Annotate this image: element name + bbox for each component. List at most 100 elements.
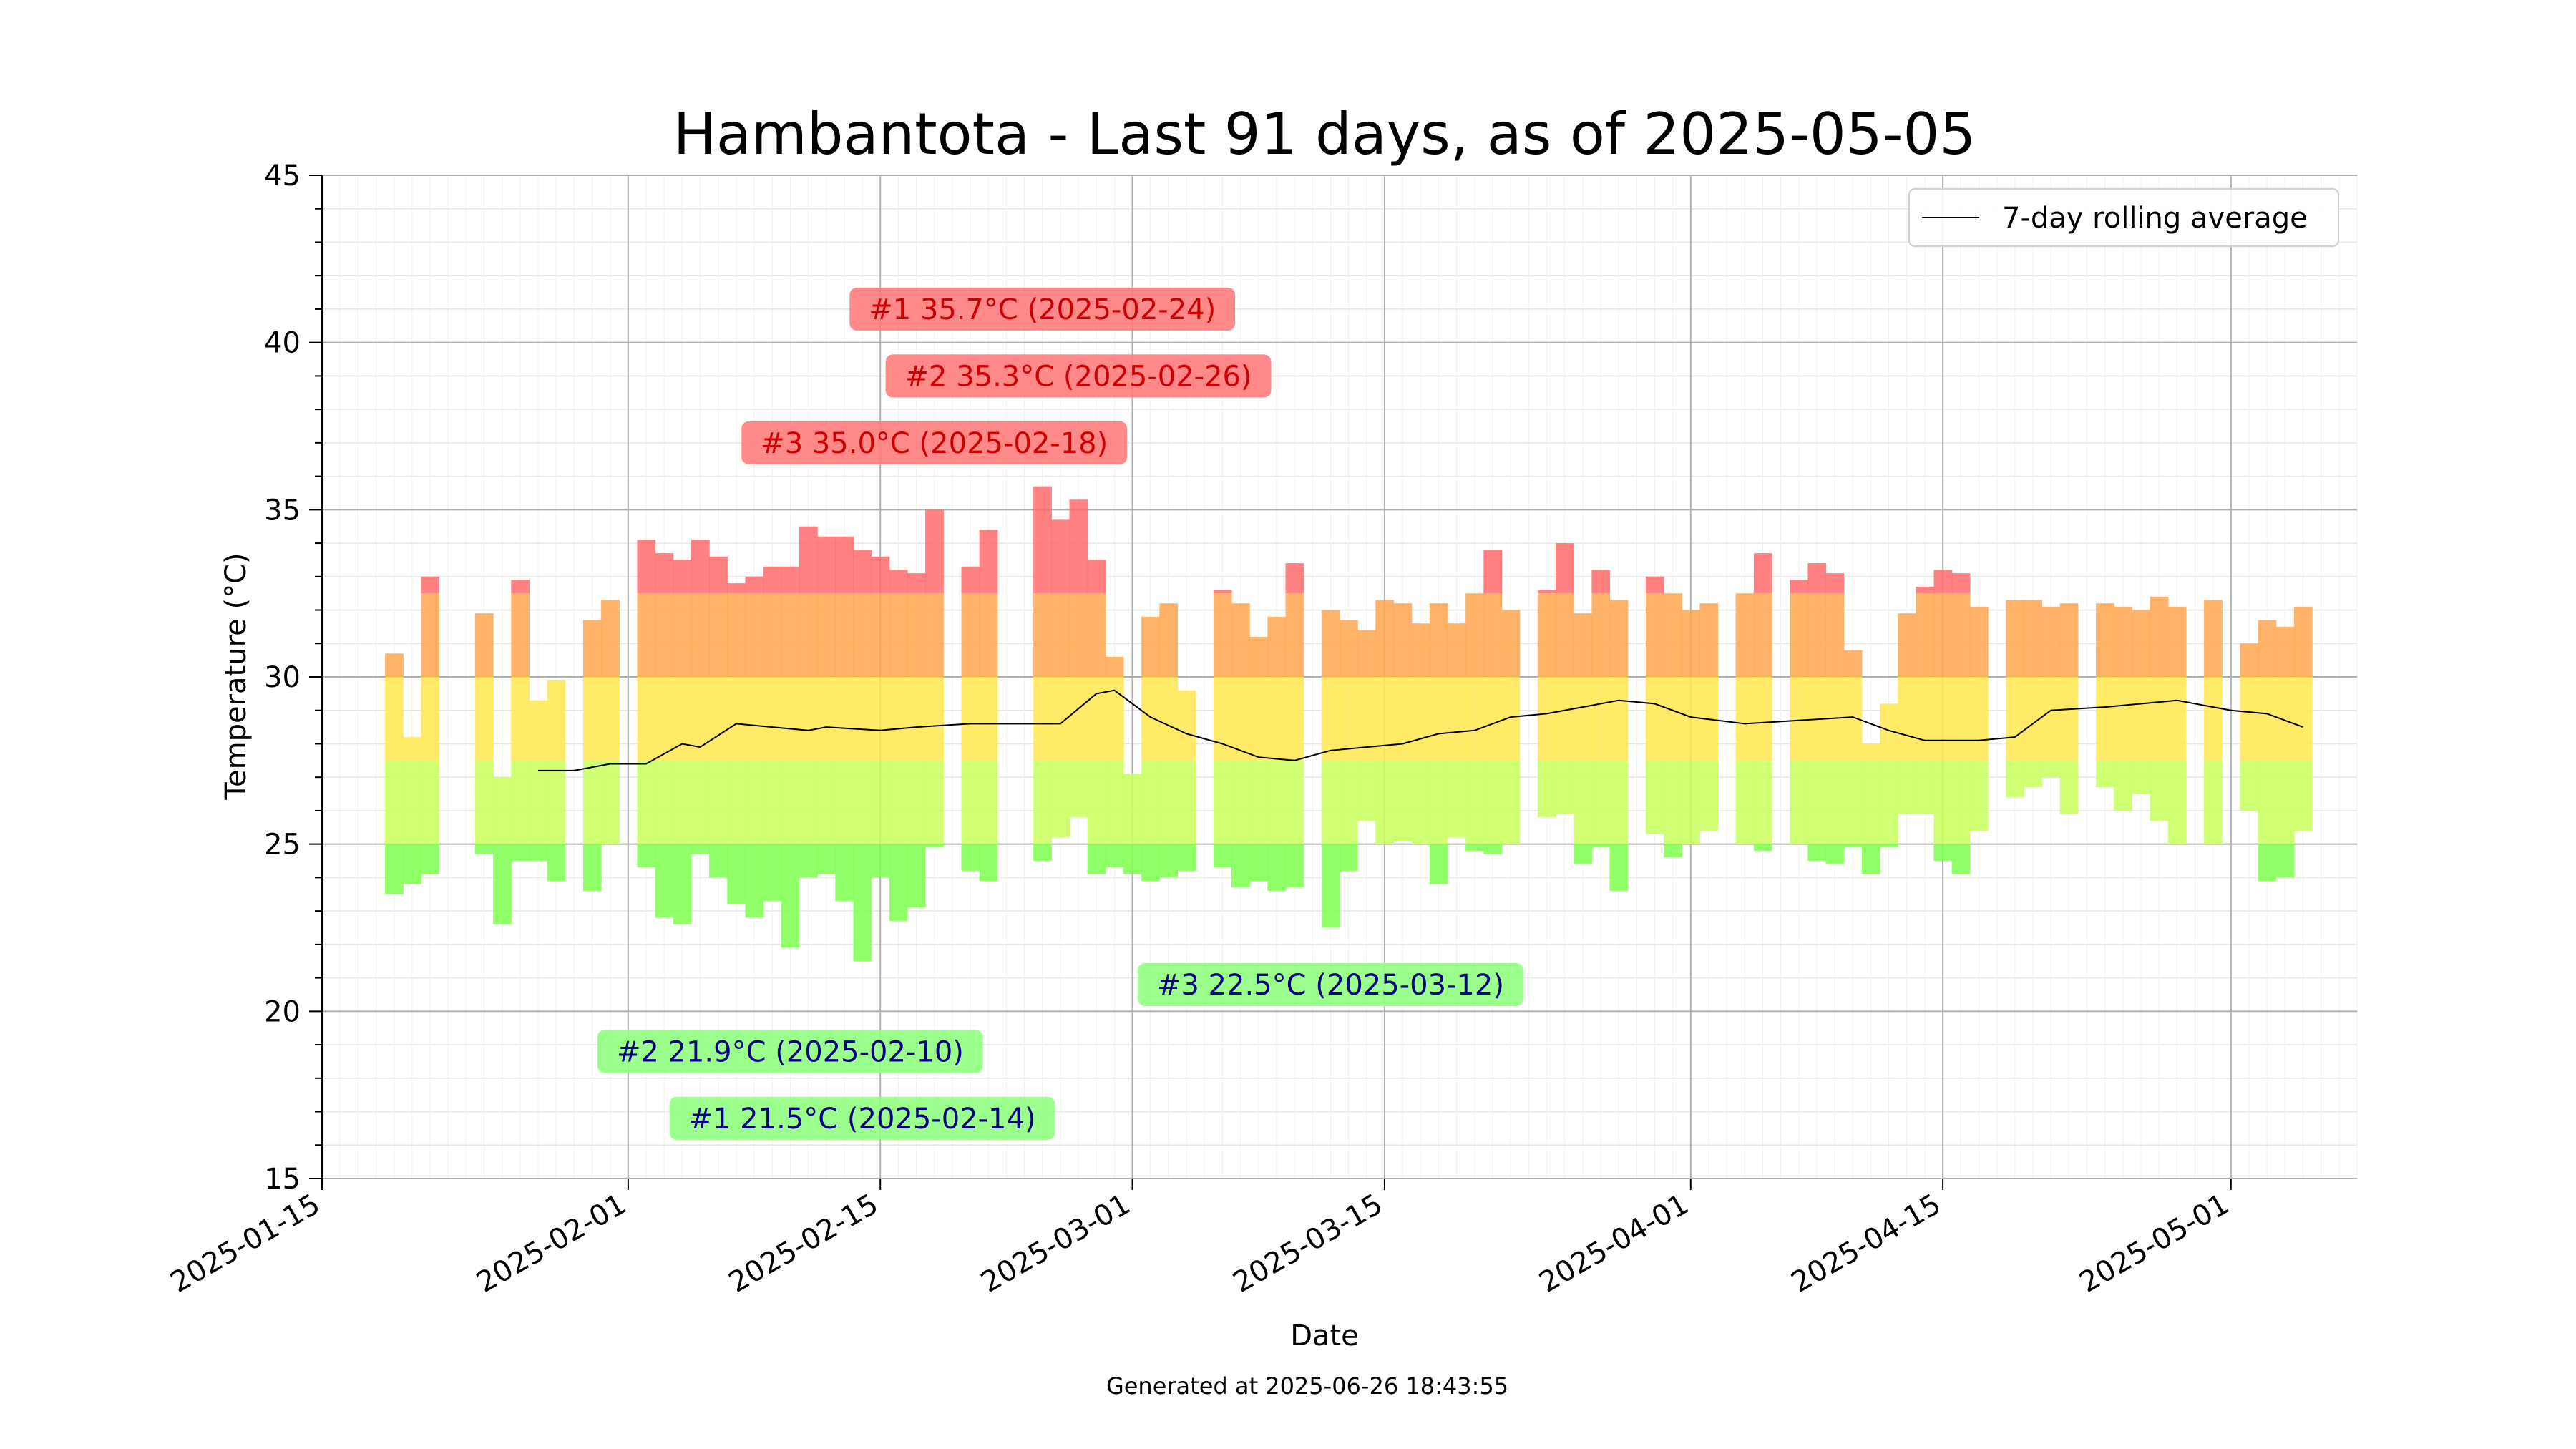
bar-segment-warm [2132, 610, 2151, 677]
day-bar [979, 530, 998, 882]
bar-segment-cool [709, 760, 728, 844]
annotation-box [849, 287, 1236, 331]
day-bar [1735, 593, 1755, 844]
bar-segment-hot [1033, 486, 1052, 594]
bar-segment-cold [799, 844, 818, 878]
bar-segment-mild [1105, 677, 1124, 761]
bar-segment-mild [1790, 677, 1808, 761]
y-axis-label: Temperature (°C) [220, 552, 253, 800]
bar-segment-cool [1537, 760, 1556, 818]
day-bar [709, 556, 728, 878]
rolling-average-line [538, 689, 2303, 771]
bar-segment-cool [1609, 760, 1629, 844]
bar-segment-cold [1141, 844, 1160, 882]
bar-segment-mild [1682, 677, 1700, 761]
bar-segment-mild [2167, 677, 2187, 761]
bar-segment-hot [745, 576, 764, 594]
bar-segment-cold [511, 844, 530, 862]
y-tick-label: 25 [264, 829, 301, 862]
day-bar [1213, 590, 1232, 868]
bar-segment-cool [889, 760, 908, 844]
bar-segment-hot [1556, 543, 1574, 594]
bar-segment-warm [853, 593, 872, 677]
bar-segment-mild [1087, 677, 1106, 761]
bar-segment-warm [1916, 593, 1935, 677]
bar-segment-warm [1069, 593, 1088, 677]
bar-segment-mild [1843, 677, 1863, 761]
bar-segment-cool [2240, 760, 2259, 811]
day-bar [1123, 774, 1142, 874]
bar-segment-cool [547, 760, 566, 844]
bar-segment-warm [2167, 606, 2187, 677]
bar-segment-mild [1249, 677, 1268, 761]
x-tick-label: 2025-03-01 [975, 1188, 1136, 1299]
day-bar [2275, 626, 2295, 878]
bar-segment-mild [745, 677, 764, 761]
bar-segment-hot [673, 560, 692, 594]
bar-segment-warm [2293, 606, 2313, 677]
day-bar [1249, 636, 1268, 882]
bar-segment-cool [907, 760, 926, 844]
bar-segment-cool [925, 760, 944, 844]
day-bar [1645, 576, 1664, 834]
bar-segment-mild [1375, 677, 1395, 761]
bar-segment-cool [385, 760, 404, 844]
bar-segment-cold [817, 844, 836, 874]
bar-segment-cold [979, 844, 998, 882]
bar-segment-warm [1448, 623, 1466, 677]
bar-segment-cool [817, 760, 836, 844]
bar-segment-warm [1501, 610, 1521, 677]
bar-segment-cool [1357, 760, 1376, 821]
annotation-text: #3 35.0°C (2025-02-18) [761, 427, 1108, 460]
max-annotation: #3 35.0°C (2025-02-18) [741, 421, 1128, 464]
bar-segment-hot [871, 556, 890, 594]
bar-segment-warm [601, 600, 620, 677]
bar-segment-mild [1033, 677, 1052, 761]
bar-segment-hot [853, 550, 872, 594]
bar-segment-cold [1285, 844, 1304, 888]
bar-segment-cold [1825, 844, 1845, 864]
x-tick-label: 2025-03-15 [1228, 1188, 1388, 1299]
bar-segment-warm [2204, 600, 2223, 677]
bar-segment-cold [529, 844, 548, 862]
annotation-text: #2 21.9°C (2025-02-10) [617, 1035, 964, 1068]
bar-segment-mild [1069, 677, 1088, 761]
bar-segment-cold [745, 844, 764, 918]
bar-segment-cool [1051, 760, 1070, 838]
bar-segment-mild [2150, 677, 2169, 761]
extreme-annotations: #1 35.7°C (2025-02-24) #2 35.3°C (2025-02… [597, 287, 1523, 1140]
bar-segment-mild [1753, 677, 1772, 761]
annotation-text: #1 35.7°C (2025-02-24) [869, 293, 1216, 326]
bar-segment-cool [2150, 760, 2169, 821]
day-bar [1069, 499, 1088, 818]
bar-segment-cold [1843, 844, 1863, 848]
day-bar [673, 560, 692, 924]
bar-segment-cool [1213, 760, 1232, 844]
bar-segment-mild [2096, 677, 2114, 761]
bar-segment-warm [673, 593, 692, 677]
bar-segment-cool [871, 760, 890, 844]
bar-segment-mild [2114, 677, 2132, 761]
bar-segment-cold [781, 844, 800, 948]
bar-segment-cool [2059, 760, 2079, 814]
bar-segment-warm [1340, 620, 1358, 677]
bar-segment-mild [691, 677, 710, 761]
bar-segment-warm [1933, 593, 1953, 677]
bar-segment-mild [1177, 690, 1196, 761]
bar-segment-hot [907, 573, 926, 594]
bar-segment-warm [1051, 593, 1070, 677]
day-bar [1321, 610, 1340, 928]
day-bar [403, 737, 422, 884]
day-bar [1699, 603, 1719, 831]
day-bar [1051, 519, 1070, 838]
bar-segment-warm [1591, 593, 1611, 677]
bar-segment-warm [709, 593, 728, 677]
y-tick-label: 30 [264, 661, 301, 694]
bar-segment-cool [1682, 760, 1700, 844]
day-bar [1753, 553, 1772, 852]
bar-segment-cool [1556, 760, 1574, 814]
bar-segment-cool [1825, 760, 1845, 844]
day-bar [1340, 620, 1358, 872]
annotation-text: #1 21.5°C (2025-02-14) [689, 1103, 1036, 1136]
bar-segment-cold [2275, 844, 2295, 878]
